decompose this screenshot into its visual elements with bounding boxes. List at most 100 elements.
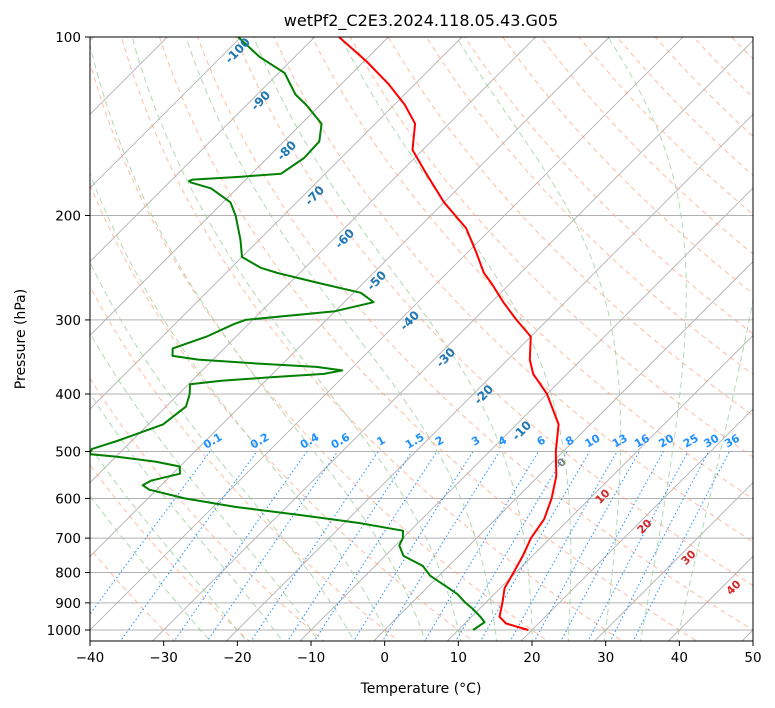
moist-adiabat-line xyxy=(131,37,462,641)
isotherm-line xyxy=(90,37,610,557)
moist-adiabat-line xyxy=(90,392,284,641)
mixing-ratio-label: 0.1 xyxy=(201,431,224,452)
isotherm-line xyxy=(90,37,242,189)
isotherm-line xyxy=(446,334,753,641)
mixing-ratio-label: 20 xyxy=(656,431,676,450)
isotherm-line xyxy=(90,37,684,631)
dry-adiabat-line xyxy=(90,61,549,641)
x-tick-label: −30 xyxy=(149,650,178,666)
mixing-ratio-label: 8 xyxy=(563,434,576,449)
mixing-ratio-line xyxy=(632,451,730,641)
adiabat-label: -70 xyxy=(302,183,327,208)
x-tick-label: 40 xyxy=(671,650,688,666)
mixing-ratio-label: 0.6 xyxy=(329,430,353,451)
x-tick-label: −40 xyxy=(76,650,105,666)
mixing-ratio-label: 6 xyxy=(535,433,548,448)
isotherm-line xyxy=(90,37,537,484)
dry-adiabat-line xyxy=(90,377,325,641)
adiabat-label: -80 xyxy=(274,138,299,163)
profile-lines xyxy=(90,37,560,631)
adiabat-label: -10 xyxy=(509,418,534,443)
y-tick-label: 400 xyxy=(55,387,81,403)
moist-adiabat-line xyxy=(90,332,320,641)
dry-adiabat-line xyxy=(158,37,698,641)
moist-adiabat-line xyxy=(90,42,426,641)
mixing-ratio-line xyxy=(587,451,689,641)
dry-adiabat-line xyxy=(349,37,753,458)
dry-adiabat-line xyxy=(90,183,474,641)
moist-adiabat-line xyxy=(90,172,391,641)
adiabat-label: -50 xyxy=(364,268,389,293)
mixing-ratio-line xyxy=(90,451,211,615)
mixing-ratio-line xyxy=(381,451,501,641)
y-tick-label: 700 xyxy=(55,531,81,547)
x-tick-label: 50 xyxy=(744,650,761,666)
dry-adiabat-line xyxy=(273,37,753,543)
x-tick-label: −20 xyxy=(223,650,252,666)
isotherm-line xyxy=(225,113,753,641)
mixing-ratio-line xyxy=(560,451,664,641)
isotherm-line xyxy=(299,187,753,641)
isotherm-line xyxy=(667,555,753,641)
dry-adiabat-line xyxy=(235,37,753,587)
isotherm-line xyxy=(90,37,389,336)
moist-adiabat-line xyxy=(676,297,753,641)
dry-adiabat-label: 30 xyxy=(679,547,699,567)
mixing-ratio-label: 0.2 xyxy=(248,431,271,452)
mixing-ratio-line xyxy=(424,451,539,641)
x-axis-label: Temperature (°C) xyxy=(360,681,482,697)
mixing-ratio-label: 30 xyxy=(702,431,722,450)
dry-adiabat-line xyxy=(578,37,753,216)
mixing-ratio-line xyxy=(173,451,308,641)
mixing-ratio-label: 10 xyxy=(583,431,603,450)
dry-adiabat-line xyxy=(464,37,753,335)
x-tick-label: −10 xyxy=(297,650,326,666)
dry-adiabat-line xyxy=(730,37,753,60)
isotherm-line xyxy=(90,37,463,410)
dry-adiabat-line xyxy=(90,464,251,641)
mixing-ratio-line xyxy=(610,451,710,641)
dewpoint-line xyxy=(90,37,486,631)
y-tick-label: 100 xyxy=(55,30,81,46)
mixing-ratio-line xyxy=(206,451,339,641)
moist-adiabat-line xyxy=(90,445,248,641)
y-tick-label: 800 xyxy=(55,566,81,582)
y-tick-label: 900 xyxy=(55,596,81,612)
isotherm-line xyxy=(594,482,753,641)
dry-adiabat-line xyxy=(387,37,753,416)
y-axis-label: Pressure (hPa) xyxy=(13,289,29,389)
dry-adiabat-line xyxy=(425,37,753,375)
moist-adiabat-line xyxy=(90,261,355,641)
mixing-ratio-line xyxy=(455,451,568,641)
dry-adiabat-line xyxy=(197,37,753,631)
mixing-ratio-label: 16 xyxy=(632,431,652,450)
isotherm-line xyxy=(373,261,753,641)
x-tick-label: 30 xyxy=(597,650,614,666)
axes: −40 −30 −20 −10 0 10 20 30 40 5010020030040050060… xyxy=(47,30,762,666)
dry-adiabat-line xyxy=(120,37,624,641)
mixing-ratio-line xyxy=(353,451,474,641)
moist-adiabat-line xyxy=(607,37,687,641)
adiabat-label: -60 xyxy=(332,226,357,251)
dry-adiabat-line xyxy=(311,37,753,500)
mixing-ratio-line xyxy=(287,451,413,641)
mixing-ratio-line xyxy=(509,451,618,641)
moist-adiabat-line xyxy=(340,37,572,641)
plot-frame xyxy=(89,36,754,642)
y-tick-label: 500 xyxy=(55,444,81,460)
y-tick-label: 200 xyxy=(55,209,81,225)
dry-adiabat-line xyxy=(743,10,775,655)
moist-adiabat-line xyxy=(90,495,211,641)
background-lines xyxy=(90,10,775,655)
adiabat-label: -40 xyxy=(397,308,422,333)
moist-adiabat-line xyxy=(185,37,498,641)
isotherm-line xyxy=(520,408,753,641)
moist-adiabat-line xyxy=(455,37,622,641)
y-tick-label: 600 xyxy=(55,491,81,507)
mixing-ratio-line xyxy=(313,451,438,641)
mixing-ratio-label: 25 xyxy=(681,432,701,451)
mixing-ratio-label: 0.4 xyxy=(298,430,322,451)
mixing-ratio-label: 1.5 xyxy=(403,431,426,452)
dry-adiabat-line xyxy=(540,37,753,255)
